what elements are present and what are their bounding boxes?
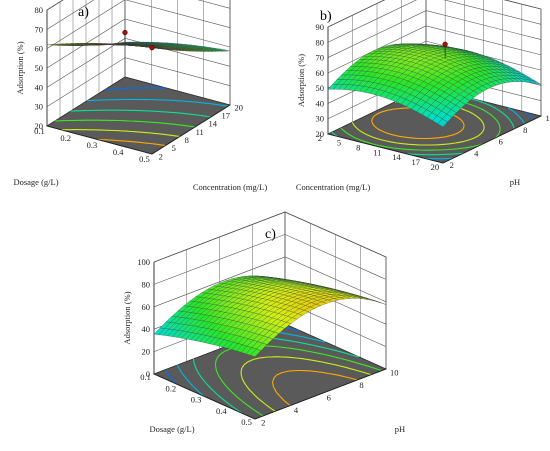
- x-tick-label: 5: [172, 143, 176, 153]
- y-tick-label: 0.4: [216, 406, 227, 416]
- z-tick-label: 20: [316, 129, 325, 139]
- response-surface: [153, 275, 387, 357]
- x-axis: 258 11 14 17 20 Concentration (mg/L): [159, 102, 268, 192]
- x-tick-label: 6: [499, 137, 503, 147]
- y-tick-label: 11: [373, 147, 381, 157]
- z-tick-label: 0: [146, 369, 150, 379]
- z-tick-label: 70: [316, 53, 325, 63]
- panel-label: c): [265, 227, 276, 242]
- y-tick-label: 0.3: [87, 140, 98, 150]
- y-tick-label: 0.2: [60, 133, 71, 143]
- z-tick-label: 50: [35, 63, 44, 73]
- z-tick-label: 50: [316, 83, 325, 93]
- y-tick-label: 14: [392, 152, 401, 162]
- z-tick-label: 80: [35, 5, 44, 15]
- y-tick-label: 20: [431, 162, 440, 172]
- y-tick-label: 0.1: [34, 126, 45, 136]
- y-tick-label: 0.1: [140, 372, 151, 382]
- z-axis-label: Adsorption (%): [296, 54, 306, 107]
- design-point: [122, 29, 128, 36]
- x-tick-label: 8: [359, 380, 363, 390]
- y-tick-label: 0.5: [139, 154, 150, 164]
- y-axis-label: Dosage (g/L): [149, 424, 194, 434]
- z-tick-label: 40: [142, 324, 151, 334]
- panel-label: b): [320, 9, 332, 24]
- y-tick-label: 5: [337, 138, 341, 148]
- x-tick-label: 2: [261, 418, 265, 428]
- x-tick-label: 11: [196, 127, 204, 137]
- z-tick-label: 80: [316, 37, 325, 47]
- y-tick-label: 2: [318, 133, 322, 143]
- response-surface: [46, 41, 231, 52]
- z-axis-label: Adsorption (%): [122, 291, 132, 344]
- y-axis-label: Concentration (mg/L): [296, 182, 371, 192]
- design-point: [442, 41, 448, 47]
- contour-floor: [152, 323, 388, 420]
- x-tick-label: 2: [159, 151, 163, 161]
- z-tick-label: 20: [35, 121, 44, 131]
- z-axis: 0 20 40 60 80 100 Adsorption (%): [122, 257, 150, 379]
- y-tick-label: 0.3: [191, 395, 202, 405]
- z-axis: 20 30 40 50 60 70 80 Adsorption (%): [15, 5, 43, 131]
- z-axis-label: Adsorption (%): [15, 41, 25, 94]
- x-tick-label: 20: [234, 102, 243, 112]
- x-axis-label: pH: [510, 177, 520, 187]
- y-axis: 2 5 8 11 14 17 20 Concentration (mg/L): [296, 133, 439, 192]
- y-tick-label: 8: [356, 143, 360, 153]
- x-tick-label: 17: [221, 110, 230, 120]
- y-tick-label: 0.5: [241, 417, 252, 427]
- z-tick-label: 80: [142, 279, 151, 289]
- x-tick-label: 6: [327, 393, 331, 403]
- x-tick-label: 8: [185, 135, 189, 145]
- z-tick-label: 60: [35, 44, 44, 54]
- x-axis-label: pH: [395, 424, 405, 434]
- x-tick-label: 10: [545, 113, 550, 123]
- z-tick-label: 70: [35, 24, 44, 34]
- z-tick-label: 100: [137, 257, 150, 267]
- z-tick-label: 90: [316, 22, 325, 32]
- z-tick-label: 40: [35, 82, 44, 92]
- z-tick-label: 60: [142, 302, 151, 312]
- y-tick-label: 0.2: [166, 383, 177, 393]
- surface-plot-a: 20 30 40 50 60 70 80 Adsorption (%) 0.1 0.2 0.3 0.4…: [13, 0, 267, 192]
- z-tick-label: 30: [316, 114, 325, 124]
- y-axis-label: Dosage (g/L): [13, 177, 58, 187]
- y-tick-label: 17: [411, 157, 420, 167]
- y-tick-label: 0.4: [113, 147, 124, 157]
- x-axis: 2 4 6 8 10 pH: [261, 368, 405, 434]
- y-axis: 0.1 0.2 0.3 0.4 0.5 Dosage (g/L): [13, 126, 149, 187]
- z-axis: 20 30 40 50 60 70 80 90 Adsorption (%): [296, 22, 324, 139]
- design-point: [149, 45, 155, 51]
- x-axis-label: Concentration (mg/L): [193, 182, 268, 192]
- z-tick-label: 40: [316, 98, 325, 108]
- z-tick-label: 30: [35, 102, 44, 112]
- z-tick-label: 20: [142, 347, 151, 357]
- x-tick-label: 4: [474, 148, 479, 158]
- z-tick-label: 60: [316, 68, 325, 78]
- x-axis: 2 4 6 8 10 pH: [450, 113, 550, 187]
- x-tick-label: 10: [390, 368, 399, 378]
- x-tick-label: 14: [208, 119, 217, 129]
- x-tick-label: 8: [523, 125, 527, 135]
- contour-floor: [46, 76, 231, 155]
- panel-label: a): [78, 5, 89, 20]
- response-surface: [327, 43, 542, 128]
- x-tick-label: 2: [450, 160, 454, 170]
- y-axis: 0.1 0.2 0.3 0.4 0.5 Dosage (g/L): [140, 372, 252, 434]
- x-tick-label: 4: [294, 405, 299, 415]
